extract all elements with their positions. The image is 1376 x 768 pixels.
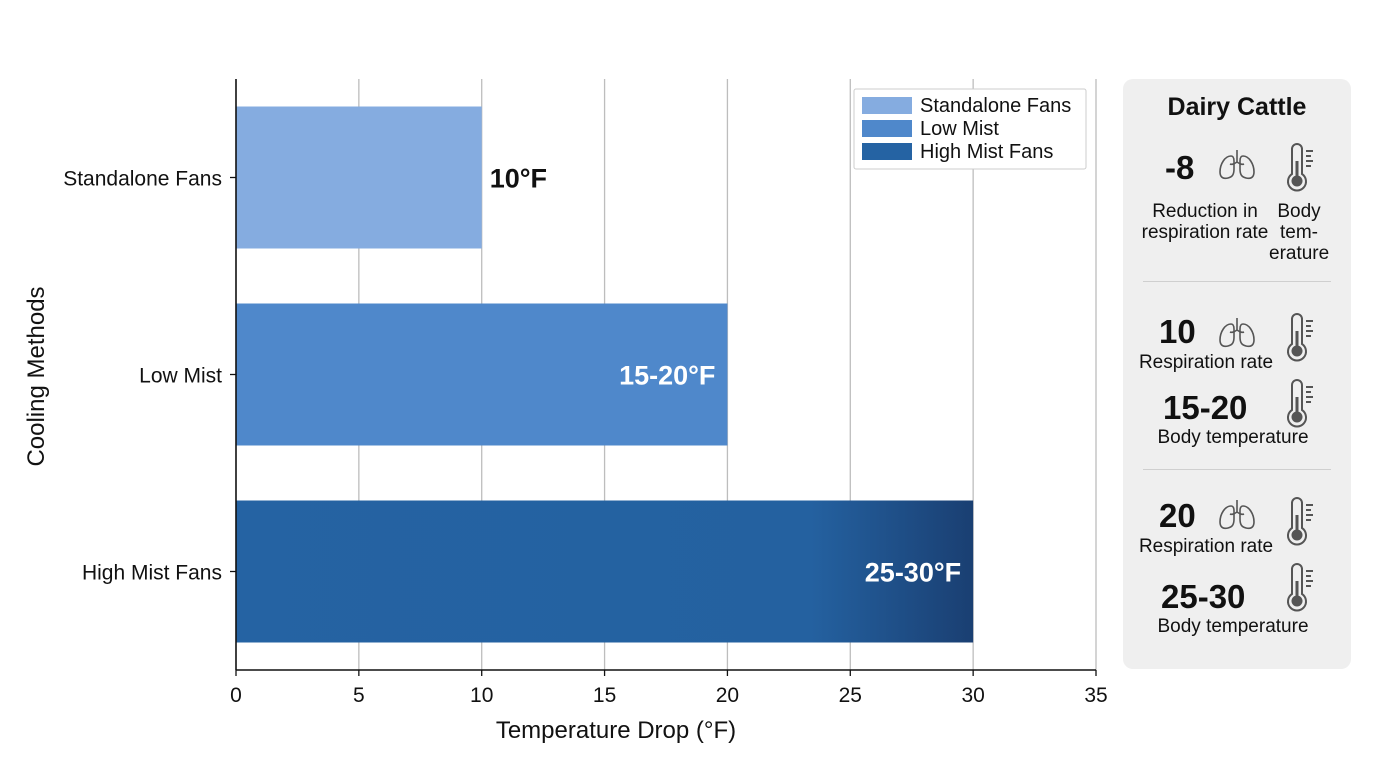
thermometer-icon	[1287, 563, 1313, 612]
legend-swatch	[862, 120, 912, 137]
respiration-rate-value: 10	[1159, 313, 1196, 350]
y-tick-label: Standalone Fans	[63, 168, 222, 191]
body-temperature-caption: Body temperature	[1157, 427, 1309, 448]
panel-title: Dairy Cattle	[1167, 93, 1307, 121]
x-tick-label: 35	[1084, 684, 1107, 707]
legend-label: Low Mist	[920, 118, 999, 140]
x-tick-label: 25	[839, 684, 862, 707]
chart-area: 0 5 10 15 20 25 30 35 Standalone Fans Low Mist Hig…	[23, 79, 1108, 744]
lungs-icon	[1219, 318, 1255, 348]
thermometer-icon	[1287, 143, 1313, 192]
legend-swatch	[862, 97, 912, 114]
respiration-rate-caption: Respiration rate	[1138, 352, 1274, 373]
dairy-cattle-panel: Dairy Cattle -8 Reduction in respiration…	[1123, 79, 1351, 669]
thermometer-icon	[1287, 497, 1313, 546]
bar	[236, 106, 482, 249]
y-tick-label: Low Mist	[139, 365, 222, 388]
body-temperature-caption: Body tem- erature	[1269, 201, 1330, 264]
body-temperature-value: 25-30	[1161, 578, 1246, 615]
bar	[236, 303, 728, 446]
y-axis-title: Cooling Methods	[23, 286, 50, 466]
respiration-reduction-value: -8	[1165, 149, 1195, 186]
body-temperature-caption: Body temperature	[1157, 616, 1309, 637]
thermometer-icon	[1287, 313, 1313, 362]
x-tick-label: 20	[716, 684, 739, 707]
thermometer-icon	[1287, 379, 1313, 428]
lungs-icon	[1219, 150, 1255, 180]
body-temperature-value: 15-20	[1163, 389, 1248, 426]
bar	[236, 500, 974, 643]
bar-value-label: 10°F	[490, 164, 547, 194]
lungs-icon	[1219, 500, 1255, 530]
x-tick-label: 0	[230, 684, 242, 707]
divider	[1143, 469, 1331, 470]
legend-swatch	[862, 143, 912, 160]
x-tick-label: 15	[593, 684, 616, 707]
x-tick-label: 5	[353, 684, 365, 707]
respiration-rate-caption: Respiration rate	[1138, 536, 1274, 557]
bar-value-label: 25-30°F	[865, 558, 961, 588]
x-tick-label: 10	[470, 684, 493, 707]
respiration-reduction-caption: Reduction in respiration rate	[1141, 201, 1269, 243]
respiration-rate-value: 20	[1159, 497, 1196, 534]
x-axis-title: Temperature Drop (°F)	[496, 717, 736, 744]
bar-value-label: 15-20°F	[619, 361, 715, 391]
legend-label: Standalone Fans	[920, 95, 1071, 117]
x-tick-label: 30	[961, 684, 984, 707]
y-tick-label: High Mist Fans	[82, 562, 222, 585]
divider	[1143, 281, 1331, 282]
legend-label: High Mist Fans	[920, 141, 1053, 163]
